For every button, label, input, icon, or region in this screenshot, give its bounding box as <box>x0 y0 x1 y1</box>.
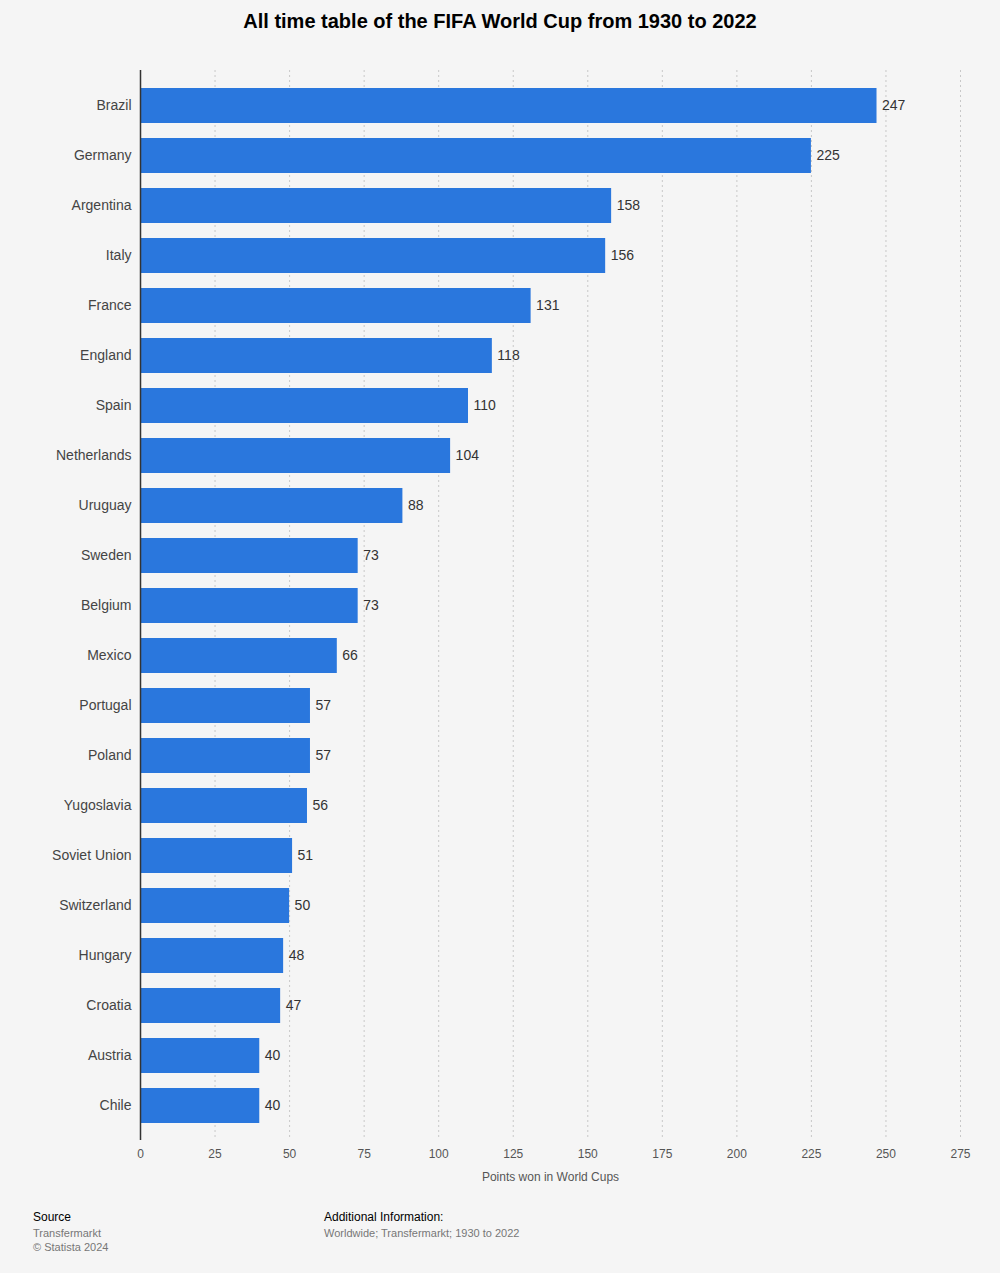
svg-text:75: 75 <box>357 1147 371 1161</box>
svg-text:40: 40 <box>265 1097 281 1113</box>
svg-text:150: 150 <box>578 1147 598 1161</box>
svg-text:50: 50 <box>295 897 311 913</box>
svg-text:125: 125 <box>503 1147 523 1161</box>
html-text:Worldwide; Transfermarkt; 1930: Worldwide; Transfermarkt; 1930 to 2022 <box>324 1227 520 1239</box>
svg-text:Soviet Union: Soviet Union <box>52 847 131 863</box>
svg-text:57: 57 <box>315 747 331 763</box>
svg-text:225: 225 <box>816 147 840 163</box>
svg-text:247: 247 <box>882 97 906 113</box>
svg-text:Switzerland: Switzerland <box>59 897 131 913</box>
svg-text:156: 156 <box>611 247 635 263</box>
svg-text:Brazil: Brazil <box>96 97 131 113</box>
svg-text:158: 158 <box>617 197 641 213</box>
svg-text:Germany: Germany <box>74 147 132 163</box>
svg-text:118: 118 <box>497 347 520 363</box>
svg-text:48: 48 <box>289 947 305 963</box>
svg-text:Argentina: Argentina <box>72 197 132 213</box>
svg-text:175: 175 <box>652 1147 672 1161</box>
svg-text:100: 100 <box>429 1147 449 1161</box>
svg-text:Points won in World Cups: Points won in World Cups <box>482 1170 619 1184</box>
svg-text:Mexico: Mexico <box>87 647 132 663</box>
svg-text:250: 250 <box>876 1147 896 1161</box>
svg-text:France: France <box>88 297 132 313</box>
svg-text:Poland: Poland <box>88 747 132 763</box>
svg-text:Portugal: Portugal <box>79 697 131 713</box>
svg-text:66: 66 <box>342 647 358 663</box>
svg-text:Yugoslavia: Yugoslavia <box>64 797 132 813</box>
svg-text:275: 275 <box>950 1147 970 1161</box>
svg-text:104: 104 <box>456 447 480 463</box>
svg-text:51: 51 <box>298 847 314 863</box>
svg-text:110: 110 <box>474 397 497 413</box>
svg-text:Italy: Italy <box>106 247 132 263</box>
svg-text:England: England <box>80 347 131 363</box>
svg-text:40: 40 <box>265 1047 281 1063</box>
svg-text:47: 47 <box>286 997 302 1013</box>
svg-text:Austria: Austria <box>88 1047 132 1063</box>
html-text:Source: Source <box>33 1210 71 1224</box>
html-text:Transfermarkt: Transfermarkt <box>33 1227 101 1239</box>
svg-text:Spain: Spain <box>96 397 132 413</box>
svg-text:56: 56 <box>312 797 328 813</box>
html-text:© Statista 2024: © Statista 2024 <box>33 1241 109 1253</box>
svg-text:Belgium: Belgium <box>81 597 132 613</box>
svg-text:Croatia: Croatia <box>86 997 131 1013</box>
html-text:Additional Information:: Additional Information: <box>324 1210 444 1224</box>
html-text:All time table of the FIFA Wor: All time table of the FIFA World Cup fro… <box>243 10 757 32</box>
svg-text:0: 0 <box>137 1147 144 1161</box>
svg-text:Uruguay: Uruguay <box>79 497 132 513</box>
svg-text:131: 131 <box>536 297 560 313</box>
svg-text:Netherlands: Netherlands <box>56 447 132 463</box>
svg-text:25: 25 <box>208 1147 222 1161</box>
svg-text:Sweden: Sweden <box>81 547 132 563</box>
svg-text:57: 57 <box>315 697 331 713</box>
svg-text:88: 88 <box>408 497 424 513</box>
svg-text:73: 73 <box>363 547 379 563</box>
svg-text:Chile: Chile <box>100 1097 132 1113</box>
svg-text:Hungary: Hungary <box>79 947 132 963</box>
svg-text:200: 200 <box>727 1147 747 1161</box>
svg-text:50: 50 <box>283 1147 297 1161</box>
svg-text:73: 73 <box>363 597 379 613</box>
svg-text:225: 225 <box>801 1147 821 1161</box>
